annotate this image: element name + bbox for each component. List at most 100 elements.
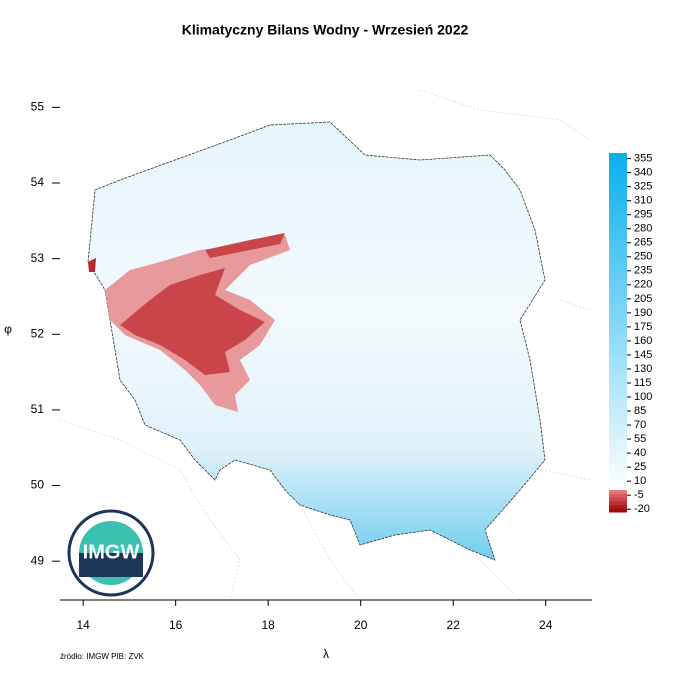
y-tick-label: 53 bbox=[31, 251, 45, 265]
colorbar-step bbox=[609, 313, 627, 319]
colorbar-step bbox=[609, 354, 627, 360]
colorbar-step bbox=[609, 339, 627, 345]
deficit-area bbox=[88, 233, 290, 412]
colorbar-step bbox=[609, 261, 627, 266]
colorbar-step bbox=[609, 474, 627, 479]
x-tick-label: 14 bbox=[76, 618, 90, 632]
colorbar-step bbox=[609, 504, 627, 509]
colorbar-tick-label: 340 bbox=[634, 167, 652, 179]
colorbar-step bbox=[609, 500, 627, 506]
colorbar-step bbox=[609, 437, 627, 442]
colorbar-step bbox=[609, 508, 627, 513]
colorbar-step bbox=[609, 306, 627, 311]
colorbar-step bbox=[609, 403, 627, 408]
colorbar-step bbox=[609, 205, 627, 210]
colorbar-step bbox=[609, 231, 627, 236]
colorbar-step bbox=[609, 448, 627, 453]
colorbar-step bbox=[609, 489, 627, 494]
colorbar-step bbox=[609, 384, 627, 390]
colorbar-step bbox=[609, 197, 627, 203]
colorbar-step bbox=[609, 414, 627, 420]
colorbar-tick-label: 295 bbox=[634, 209, 652, 221]
colorbar-tick-label: 205 bbox=[634, 293, 652, 305]
colorbar-step bbox=[609, 212, 627, 218]
colorbar-step bbox=[609, 325, 627, 330]
colorbar-step bbox=[609, 242, 627, 247]
colorbar-step bbox=[609, 497, 627, 502]
colorbar-step bbox=[609, 411, 627, 416]
colorbar-tick-label: 175 bbox=[634, 321, 652, 333]
colorbar-step bbox=[609, 153, 627, 158]
colorbar-step bbox=[609, 463, 627, 468]
colorbar-step bbox=[609, 201, 627, 206]
colorbar-step bbox=[609, 328, 627, 333]
colorbar-step bbox=[609, 459, 627, 464]
colorbar-step bbox=[609, 388, 627, 393]
colorbar-step bbox=[609, 470, 627, 476]
colorbar-step bbox=[609, 246, 627, 251]
source-note: źródło: IMGW PIB: ZVK bbox=[60, 652, 145, 661]
axes: 14 16 18 20 22 24 49 50 51 52 53 54 55 bbox=[31, 100, 592, 632]
colorbar-step bbox=[609, 407, 627, 412]
colorbar-step bbox=[609, 209, 627, 214]
colorbar-step bbox=[609, 253, 627, 259]
colorbar-step bbox=[609, 220, 627, 225]
colorbar: -20 -5 10 25 40 55 70 85 100 115 130 145 160 175 190 20… bbox=[609, 153, 652, 515]
y-tick-label: 55 bbox=[31, 100, 45, 114]
colorbar-tick-label: 130 bbox=[634, 363, 652, 375]
colorbar-step bbox=[609, 295, 627, 300]
colorbar-step bbox=[609, 190, 627, 195]
colorbar-step bbox=[609, 392, 627, 397]
colorbar-step bbox=[609, 373, 627, 378]
colorbar-step bbox=[609, 317, 627, 322]
colorbar-step bbox=[609, 396, 627, 401]
colorbar-tick-label: 25 bbox=[634, 461, 646, 473]
colorbar-step bbox=[609, 167, 627, 173]
colorbar-tick-label: 250 bbox=[634, 251, 652, 263]
colorbar-step bbox=[609, 287, 627, 292]
colorbar-step bbox=[609, 422, 627, 427]
colorbar-step bbox=[609, 257, 627, 262]
colorbar-step bbox=[609, 429, 627, 434]
colorbar-step bbox=[609, 493, 627, 498]
colorbar-tick-label: 265 bbox=[634, 237, 652, 249]
colorbar-step bbox=[609, 280, 627, 285]
colorbar-step bbox=[609, 351, 627, 356]
colorbar-tick-label: 280 bbox=[634, 223, 652, 235]
y-tick-label: 49 bbox=[31, 553, 45, 567]
x-tick-label: 24 bbox=[539, 618, 553, 632]
colorbar-step bbox=[609, 321, 627, 326]
colorbar-step bbox=[609, 358, 627, 363]
y-tick-label: 52 bbox=[31, 326, 45, 340]
colorbar-step bbox=[609, 452, 627, 457]
colorbar-step bbox=[609, 399, 627, 405]
colorbar-tick-label: 40 bbox=[634, 447, 646, 459]
x-axis-label: λ bbox=[323, 647, 329, 661]
colorbar-step bbox=[609, 467, 627, 472]
colorbar-step bbox=[609, 343, 627, 348]
colorbar-step bbox=[609, 265, 627, 270]
y-tick-label: 50 bbox=[31, 478, 45, 492]
colorbar-step bbox=[609, 455, 627, 461]
colorbar-step bbox=[609, 268, 627, 274]
colorbar-step bbox=[609, 336, 627, 341]
country-outlines bbox=[59, 89, 591, 601]
colorbar-tick-label: 145 bbox=[634, 349, 652, 361]
colorbar-step bbox=[609, 302, 627, 307]
x-tick-label: 22 bbox=[447, 618, 461, 632]
colorbar-step bbox=[609, 369, 627, 375]
colorbar-step bbox=[609, 160, 627, 165]
colorbar-step bbox=[609, 291, 627, 296]
colorbar-step bbox=[609, 366, 627, 371]
x-tick-label: 18 bbox=[261, 618, 275, 632]
colorbar-tick-label: 115 bbox=[634, 377, 652, 389]
colorbar-step bbox=[609, 194, 627, 199]
colorbar-step bbox=[609, 250, 627, 255]
colorbar-step bbox=[609, 347, 627, 352]
x-tick-label: 20 bbox=[354, 618, 368, 632]
colorbar-step bbox=[609, 182, 627, 188]
colorbar-step bbox=[609, 433, 627, 438]
colorbar-step bbox=[609, 362, 627, 367]
y-tick-label: 51 bbox=[31, 402, 45, 416]
